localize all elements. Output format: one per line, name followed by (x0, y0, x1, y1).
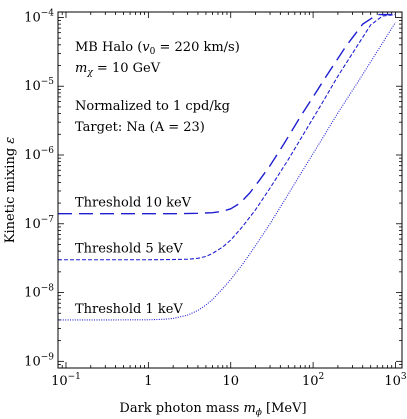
plot-frame (57, 11, 403, 369)
curves (58, 13, 396, 321)
y-tick-label: 10−8 (24, 284, 54, 301)
y-axis-title: Kinetic mixing ε (3, 137, 18, 244)
y-tick-label: 10−7 (24, 215, 54, 232)
curve-threshold-5kev (58, 14, 396, 261)
x-tick-label: 1 (144, 374, 152, 389)
x-tick-label: 102 (302, 372, 324, 389)
annotation-mass: mχ = 10 GeV (75, 61, 161, 78)
x-tick-label: 10 (222, 374, 239, 389)
y-tick-label: 10−5 (24, 77, 54, 94)
curve-threshold-10kev (58, 13, 396, 215)
annotation-target: Target: Na (A = 23) (75, 120, 205, 135)
x-tick-label: 103 (384, 372, 407, 389)
x-tick-label: 10−1 (51, 372, 81, 389)
y-tick-label: 10−9 (24, 352, 54, 369)
x-axis-title: Dark photon mass mϕ [MeV] (119, 401, 306, 418)
series-labels: Threshold 10 keV Threshold 5 keV Threshold… (75, 196, 192, 317)
annotation-halo: MB Halo (v0 = 220 km/s) (75, 40, 240, 57)
y-tick-label: 10−6 (24, 146, 54, 163)
annotation-block: MB Halo (v0 = 220 km/s) mχ = 10 GeV Norm… (75, 40, 240, 135)
y-tick-label: 10−4 (24, 8, 54, 25)
curve-threshold-1kev (58, 22, 396, 321)
annotation-normalization: Normalized to 1 cpd/kg (75, 99, 230, 114)
series-label-threshold-5kev: Threshold 5 keV (75, 242, 183, 257)
series-label-threshold-1kev: Threshold 1 keV (75, 302, 183, 317)
series-label-threshold-10kev: Threshold 10 keV (75, 196, 192, 211)
